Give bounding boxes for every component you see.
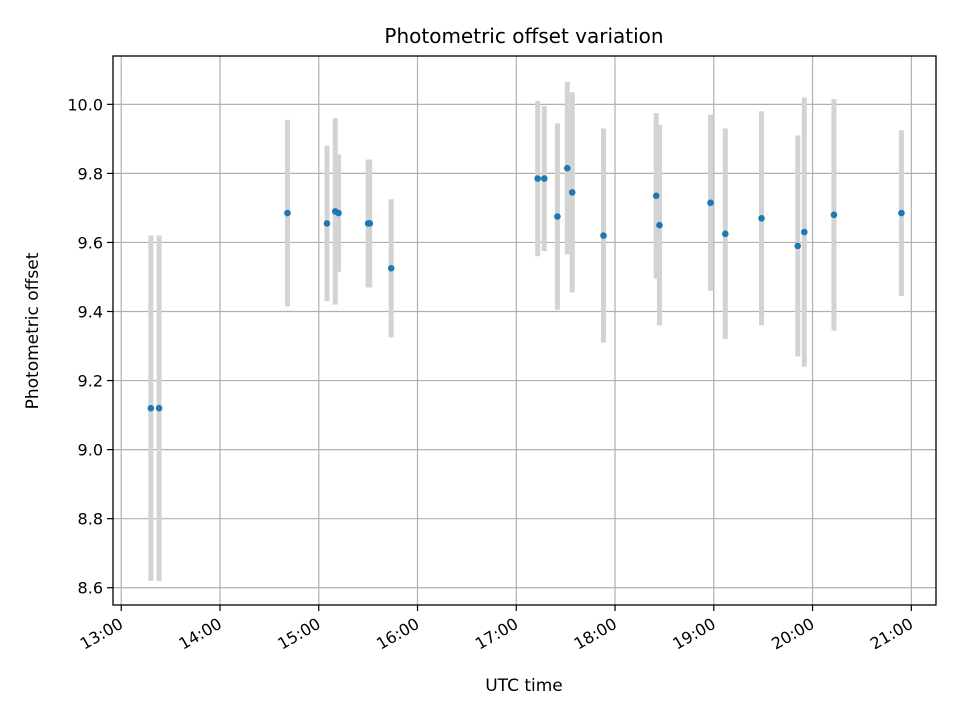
x-axis-ticks: 13:00 14:00 15:00 16:00 17:00 18:00 19:00 20:00… <box>77 605 916 654</box>
y-tick-label: 9.2 <box>78 372 103 391</box>
x-tick-label: 14:00 <box>176 614 225 654</box>
y-tick-label: 9.6 <box>78 233 103 252</box>
data-point <box>534 175 541 182</box>
data-point <box>652 192 660 200</box>
y-axis-title: Photometric offset <box>23 252 43 409</box>
data-points <box>147 164 905 412</box>
error-bars <box>148 81 904 581</box>
data-point <box>335 209 342 217</box>
data-point <box>323 220 331 227</box>
data-point <box>147 404 155 412</box>
data-point <box>540 175 548 182</box>
data-point <box>722 230 729 238</box>
data-point <box>656 221 663 229</box>
data-point <box>758 214 765 222</box>
data-point <box>600 232 607 239</box>
x-axis-title: UTC time <box>485 676 563 696</box>
grid <box>113 56 936 605</box>
plot-frame <box>112 55 937 606</box>
y-tick-label: 8.6 <box>78 579 103 598</box>
x-tick-label: 17:00 <box>472 614 521 654</box>
data-point <box>794 242 802 250</box>
chart-title: Photometric offset variation <box>384 24 663 48</box>
y-tick-label: 9.8 <box>78 164 103 183</box>
data-point <box>568 189 576 196</box>
y-tick-label: 10.0 <box>67 95 103 114</box>
data-point <box>801 228 808 236</box>
x-tick-label: 13:00 <box>77 614 126 654</box>
y-tick-label: 9.4 <box>78 303 103 322</box>
data-point <box>707 199 714 207</box>
data-point <box>830 211 838 219</box>
data-point <box>563 164 571 172</box>
x-tick-label: 16:00 <box>373 614 422 654</box>
x-tick-label: 19:00 <box>669 614 718 654</box>
x-tick-label: 21:00 <box>867 614 916 654</box>
data-point <box>554 213 561 220</box>
y-tick-label: 8.8 <box>78 510 103 529</box>
data-point <box>898 209 905 217</box>
x-tick-label: 15:00 <box>274 614 323 654</box>
y-tick-label: 9.0 <box>78 441 103 460</box>
x-tick-label: 20:00 <box>768 614 817 654</box>
y-axis-ticks: 8.6 8.8 9.0 9.2 9.4 9.6 9.8 10.0 <box>67 95 113 598</box>
x-tick-label: 18:00 <box>571 614 620 654</box>
data-point <box>284 209 291 217</box>
data-point <box>155 404 163 412</box>
data-point <box>387 265 395 272</box>
data-point <box>366 220 374 227</box>
